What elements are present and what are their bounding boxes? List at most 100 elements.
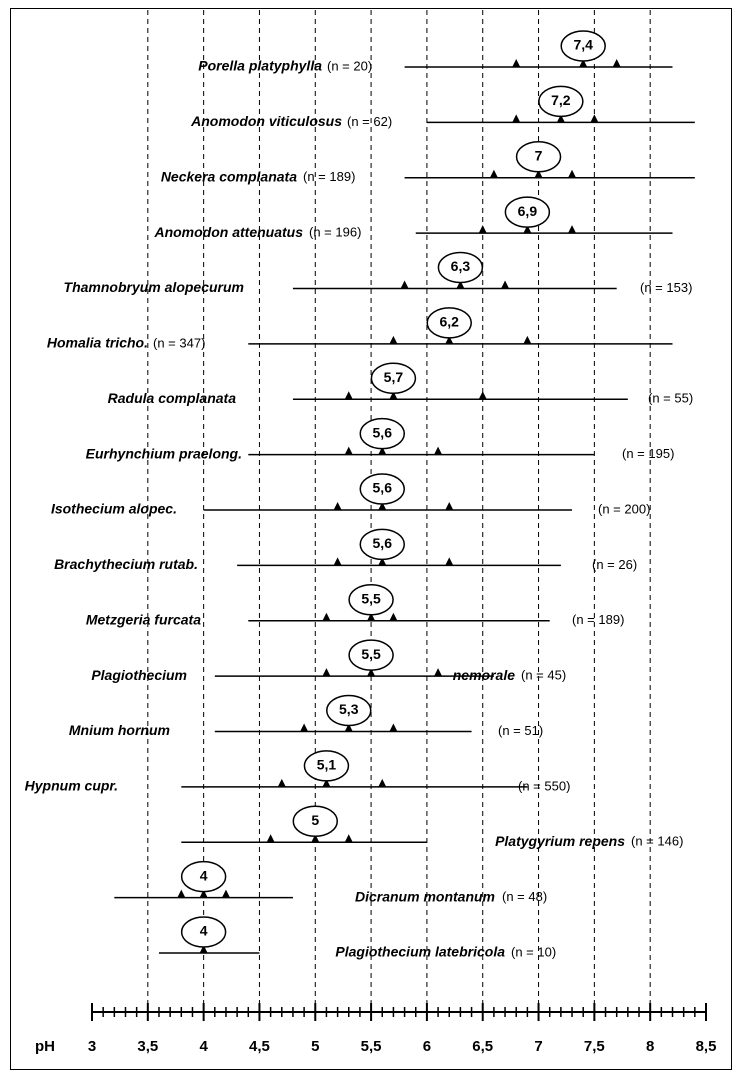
median-label: 7: [535, 147, 543, 163]
median-bubble: [437, 251, 484, 284]
median-bubble: [504, 196, 551, 228]
marker: [266, 834, 275, 843]
median-label: 6,3: [451, 258, 471, 274]
median-label: 4: [200, 867, 208, 883]
n-label: (n = 62): [347, 114, 392, 129]
median-label: 5,5: [361, 646, 381, 662]
marker: [445, 557, 454, 566]
marker: [344, 723, 353, 732]
marker: [322, 668, 331, 677]
marker: [512, 59, 521, 67]
x-tick-label: 8: [646, 1038, 654, 1055]
median-bubble: [515, 141, 562, 173]
marker: [445, 502, 454, 510]
x-tick-label: 8,5: [696, 1038, 717, 1055]
species-name: Anomodon viticulosus: [190, 113, 342, 129]
marker: [322, 778, 331, 787]
marker: [344, 446, 353, 455]
marker: [322, 612, 331, 621]
median-label: 7,2: [551, 92, 571, 108]
species-name: Neckera complanata: [161, 168, 297, 184]
marker: [400, 280, 409, 289]
median-label: 5,5: [361, 590, 381, 606]
marker: [344, 834, 353, 843]
marker: [523, 335, 532, 344]
x-tick-label: 7: [534, 1038, 542, 1055]
species-name: Porella platyphylla: [198, 58, 322, 74]
marker: [300, 723, 309, 732]
marker: [434, 668, 443, 677]
median-label: 5,6: [373, 535, 393, 551]
x-axis-label: pH: [35, 1038, 55, 1055]
median-bubble: [180, 860, 227, 893]
n-label: (n = 189): [572, 612, 624, 627]
marker: [389, 612, 398, 621]
species-name: Brachythecium rutab.: [54, 556, 198, 572]
marker: [568, 169, 577, 178]
species-name: nemorale: [453, 667, 515, 683]
median-bubble: [348, 639, 394, 671]
median-label: 5,7: [384, 369, 404, 385]
marker: [367, 668, 376, 677]
median-bubble: [426, 307, 472, 339]
x-tick-label: 3: [88, 1038, 96, 1055]
median-label: 4: [200, 923, 208, 939]
marker: [568, 225, 577, 234]
marker: [378, 778, 387, 787]
marker: [333, 557, 342, 566]
species-name: Thamnobryum alopecurum: [64, 279, 244, 295]
median-label: 5: [311, 812, 319, 828]
median-label: 5,6: [373, 480, 393, 496]
species-name: Platygyrium repens: [495, 833, 625, 849]
x-tick-label: 6: [423, 1038, 431, 1055]
species-name: Metzgeria furcata: [86, 611, 201, 627]
median-bubble: [359, 528, 406, 561]
n-label: (n = 347): [153, 335, 205, 350]
marker: [378, 502, 387, 510]
x-tick-label: 5: [311, 1038, 319, 1055]
marker: [367, 612, 376, 621]
marker: [378, 557, 387, 566]
median-label: 5,1: [317, 757, 337, 773]
marker: [556, 114, 565, 123]
marker: [434, 446, 443, 455]
n-label: (n = 146): [631, 834, 683, 849]
n-label: (n = 200): [598, 501, 650, 516]
marker: [590, 114, 599, 123]
marker: [579, 59, 588, 67]
x-tick-label: 5,5: [361, 1038, 382, 1055]
marker: [512, 114, 521, 123]
median-label: 5,3: [339, 701, 359, 717]
median-bubble: [560, 30, 606, 62]
n-label: (n = 195): [622, 446, 674, 461]
marker: [478, 225, 487, 234]
marker: [177, 889, 186, 898]
species-name: Anomodon attenuatus: [153, 224, 303, 240]
marker: [445, 335, 454, 344]
marker: [389, 335, 398, 344]
x-tick-label: 7,5: [584, 1038, 605, 1055]
species-name: Dicranum montanum: [355, 888, 495, 904]
n-label: (n = 45): [521, 668, 566, 683]
n-label: (n = 20): [327, 58, 372, 73]
species-name: Mnium hornum: [69, 722, 170, 738]
species-name: Radula complanata: [108, 390, 237, 406]
marker: [344, 391, 353, 400]
median-label: 5,6: [373, 424, 393, 440]
marker: [333, 502, 342, 510]
marker: [534, 169, 543, 178]
median-bubble: [303, 750, 350, 782]
median-bubble: [348, 584, 394, 616]
marker: [478, 391, 487, 400]
marker: [523, 225, 532, 234]
n-label: (n = 48): [502, 889, 547, 904]
median-label: 6,2: [440, 314, 460, 330]
marker: [199, 945, 208, 953]
n-label: (n = 55): [648, 391, 693, 406]
median-label: 6,9: [518, 203, 538, 219]
species-name: Isothecium alopec.: [51, 501, 177, 517]
n-label: (n = 10): [511, 944, 556, 959]
marker: [277, 778, 286, 787]
median-bubble: [326, 694, 372, 727]
x-tick-label: 4,5: [249, 1038, 270, 1055]
